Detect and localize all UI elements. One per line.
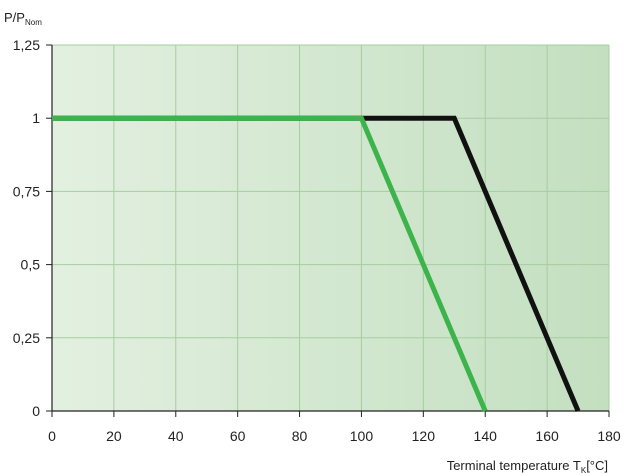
x-tick-label: 20 [106,428,122,444]
y-tick-label: 0,25 [13,330,40,346]
x-tick-label: 100 [350,428,374,444]
x-tick-label: 0 [48,428,56,444]
x-tick-label: 160 [535,428,559,444]
x-tick-label: 40 [168,428,184,444]
x-tick-label: 60 [230,428,246,444]
x-tick-label: 140 [474,428,498,444]
plot-area [52,45,609,411]
y-tick-label: 0,5 [21,257,41,273]
x-tick-label: 180 [597,428,621,444]
series-line-2 [52,115,488,412]
y-tick-label: 0,75 [13,183,40,199]
tick-labels: 0 20 40 60 80 100 120 140 160 180 0 0,25 0,5 0,75 1 1,2… [13,37,621,444]
y-tick-label: 1,25 [13,37,40,53]
y-tick-label: 1 [32,110,40,126]
series-lines [52,115,581,412]
x-axis-title: Terminal temperature TK[°C] [447,458,608,474]
x-tick-label: 80 [292,428,308,444]
y-axis-title: P/PNom [4,10,42,27]
axes [46,44,610,417]
x-tick-label: 120 [412,428,436,444]
y-tick-label: 0 [32,403,40,419]
